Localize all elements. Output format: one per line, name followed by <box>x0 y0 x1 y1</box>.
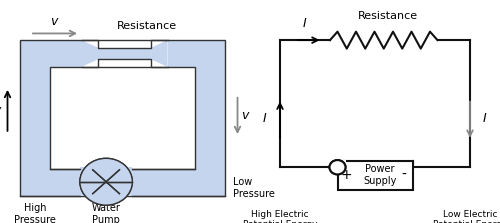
Text: High Electric
Potential Energy: High Electric Potential Energy <box>243 210 318 223</box>
Text: Low Electric
Potential Energy: Low Electric Potential Energy <box>433 210 500 223</box>
Polygon shape <box>151 40 168 67</box>
Bar <box>20 40 225 196</box>
Polygon shape <box>82 40 98 67</box>
Text: $v$: $v$ <box>0 104 2 117</box>
Bar <box>338 161 412 190</box>
Text: $v$: $v$ <box>242 109 251 122</box>
Text: $I$: $I$ <box>262 112 268 125</box>
Text: High
Pressure: High Pressure <box>14 203 56 223</box>
Text: -: - <box>402 168 406 182</box>
Circle shape <box>330 160 345 174</box>
Circle shape <box>330 160 345 174</box>
Text: Low
Pressure: Low Pressure <box>232 178 274 199</box>
Text: $I$: $I$ <box>302 17 308 30</box>
Text: Water
Pump: Water Pump <box>92 203 120 223</box>
Bar <box>330 160 345 174</box>
Circle shape <box>80 158 132 205</box>
Bar <box>20 40 225 196</box>
Bar <box>98 48 151 59</box>
Text: Resistance: Resistance <box>358 11 418 21</box>
Text: $v$: $v$ <box>50 15 60 28</box>
Text: Power
Supply: Power Supply <box>364 164 396 186</box>
Bar <box>80 167 132 196</box>
Bar <box>50 67 195 169</box>
Bar <box>50 67 195 169</box>
Text: +: + <box>340 168 352 182</box>
Bar <box>82 40 168 67</box>
Circle shape <box>80 158 132 205</box>
Text: Resistance: Resistance <box>117 21 177 31</box>
Text: $I$: $I$ <box>482 112 488 125</box>
